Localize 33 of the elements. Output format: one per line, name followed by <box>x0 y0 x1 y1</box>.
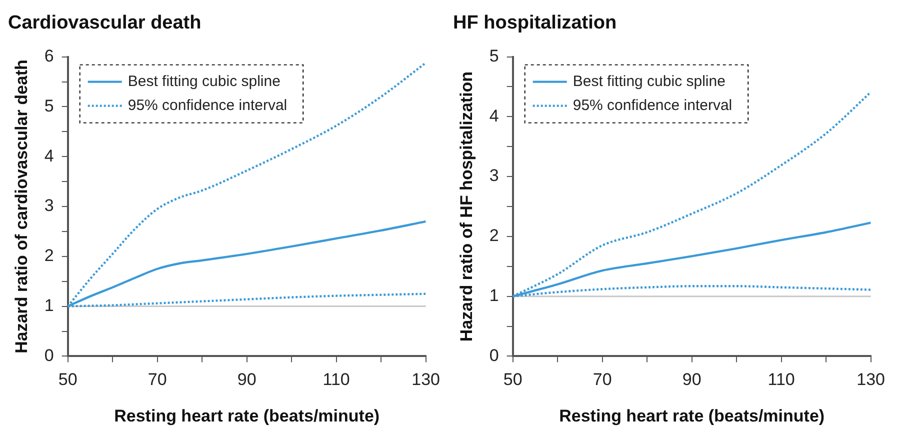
y-axis-title: Hazard ratio of cardiovascular death <box>12 60 31 354</box>
y-tick-label: 1 <box>489 286 499 306</box>
x-axis-title: Resting heart rate (beats/minute) <box>559 406 825 426</box>
y-tick-label: 4 <box>44 146 54 166</box>
y-axis-title: Hazard ratio of HF hospitalization <box>456 71 476 342</box>
x-tick-label: 70 <box>592 370 612 390</box>
y-tick-label: 2 <box>489 226 499 246</box>
x-tick-label: 110 <box>322 370 350 390</box>
chart-title: Cardiovascular death <box>8 12 202 34</box>
legend-label: Best fitting cubic spline <box>572 72 726 90</box>
y-tick-label: 2 <box>44 246 54 266</box>
x-tick-label: 90 <box>237 370 256 390</box>
y-tick-label: 0 <box>489 346 499 365</box>
chart-title: HF hospitalization <box>453 12 617 34</box>
x-tick-label: 90 <box>682 370 702 390</box>
y-tick-label: 5 <box>489 46 499 66</box>
y-tick-label: 0 <box>44 346 54 365</box>
y-tick-label: 6 <box>44 46 54 66</box>
legend-label: 95% confidence interval <box>128 96 288 114</box>
x-tick-label: 130 <box>412 370 440 390</box>
legend-label: 95% confidence interval <box>572 96 732 114</box>
x-axis-title: Resting heart rate (beats/minute) <box>114 406 380 426</box>
y-tick-label: 3 <box>44 196 54 216</box>
y-tick-label: 5 <box>44 96 54 116</box>
y-tick-label: 3 <box>489 166 499 186</box>
legend-label: Best fitting cubic spline <box>128 72 280 90</box>
y-tick-label: 1 <box>44 296 54 315</box>
x-tick-label: 70 <box>148 370 167 390</box>
x-tick-label: 110 <box>768 370 795 390</box>
x-tick-label: 130 <box>856 370 886 390</box>
x-tick-label: 50 <box>503 370 522 390</box>
y-tick-label: 4 <box>489 106 499 126</box>
x-tick-label: 50 <box>58 370 78 390</box>
